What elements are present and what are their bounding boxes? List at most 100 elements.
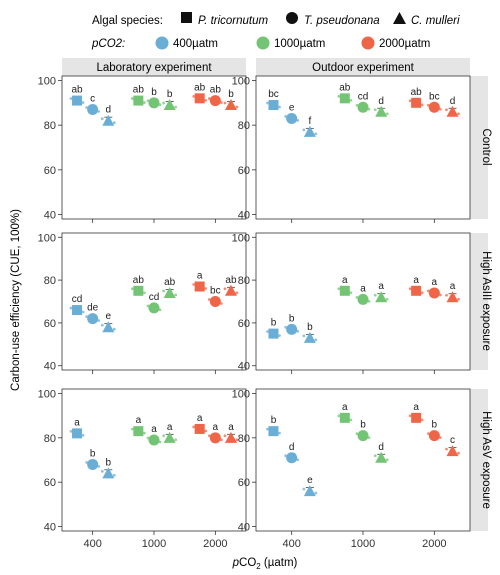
- column-strip: [256, 58, 470, 76]
- mean-point: [446, 105, 459, 117]
- significance-letter: a: [74, 417, 80, 428]
- mean-point: [224, 431, 237, 443]
- mean-point: [148, 97, 160, 109]
- significance-letter: e: [106, 311, 112, 322]
- replicate-point: [130, 287, 134, 291]
- significance-letter: b: [90, 448, 96, 459]
- significance-letter: a: [136, 415, 142, 426]
- mean-point: [268, 426, 279, 437]
- triangle-marker-icon: [393, 12, 406, 24]
- mean-point: [375, 105, 388, 117]
- replicate-point: [314, 338, 318, 342]
- replicate-point: [142, 101, 146, 104]
- row-strip: [470, 76, 488, 219]
- y-tick-label: 80: [238, 433, 250, 445]
- significance-letter: a: [413, 402, 419, 413]
- significance-letter: a: [151, 424, 157, 435]
- mean-point: [224, 99, 237, 111]
- mean-point: [339, 285, 350, 296]
- mean-point: [303, 125, 316, 137]
- y-tick-label: 40: [44, 361, 56, 373]
- replicate-point: [142, 431, 146, 435]
- mean-point: [224, 284, 237, 296]
- species-legend-label: T. pseudonana: [304, 15, 380, 27]
- mean-point: [102, 114, 115, 126]
- y-tick-label: 80: [44, 120, 56, 132]
- significance-letter: b: [271, 318, 277, 329]
- replicate-point: [235, 291, 239, 295]
- significance-letter: cd: [358, 91, 369, 102]
- mean-point: [102, 467, 115, 479]
- mean-point: [411, 285, 422, 296]
- replicate-point: [235, 438, 239, 442]
- y-tick-label: 80: [238, 120, 250, 132]
- y-tick-label: 80: [238, 275, 250, 287]
- mean-point: [428, 430, 440, 442]
- y-tick-label: 100: [38, 232, 56, 244]
- significance-letter: e: [307, 475, 313, 486]
- mean-point: [87, 313, 99, 325]
- significance-letter: de: [87, 303, 99, 314]
- significance-letter: c: [450, 435, 455, 446]
- significance-letter: a: [450, 281, 456, 292]
- significance-letter: bc: [268, 89, 279, 100]
- species-legend-title: Algal species:: [92, 15, 163, 27]
- replicate-point: [69, 429, 73, 433]
- significance-letter: a: [197, 271, 203, 282]
- pco2-legend-label: 1000µatm: [274, 38, 325, 50]
- y-tick-label: 100: [38, 75, 56, 87]
- replicate-point: [174, 438, 178, 442]
- significance-letter: a: [197, 413, 203, 424]
- mean-point: [133, 95, 144, 106]
- mean-point: [209, 432, 221, 444]
- significance-letter: b: [167, 89, 173, 100]
- significance-letter: ab: [133, 275, 145, 286]
- significance-letter: a: [342, 275, 348, 286]
- mean-point: [194, 281, 205, 292]
- row-title: High AsIII exposure: [480, 251, 492, 351]
- panel: 40 60 80 100 400 1000 2000 b d e a b d a b c: [232, 388, 471, 550]
- replicate-point: [162, 101, 166, 105]
- significance-letter: d: [450, 96, 456, 107]
- pco2-legend-swatch: [155, 36, 169, 50]
- significance-letter: b: [151, 87, 157, 98]
- y-tick-label: 100: [38, 388, 56, 400]
- replicate-point: [302, 487, 306, 491]
- replicate-point: [266, 427, 269, 431]
- replicate-point: [174, 105, 178, 109]
- replicate-point: [69, 97, 73, 100]
- x-tick-label: 2000: [422, 538, 446, 550]
- replicate-point: [302, 334, 306, 338]
- significance-letter: b: [289, 313, 295, 324]
- significance-letter: ab: [411, 87, 423, 98]
- significance-letter: a: [213, 422, 219, 433]
- replicate-point: [100, 323, 104, 327]
- replicate-point: [100, 469, 104, 473]
- replicate-point: [445, 447, 448, 451]
- mean-point: [72, 305, 83, 316]
- mean-point: [163, 431, 176, 443]
- significance-letter: ab: [164, 277, 176, 288]
- mean-point: [411, 97, 422, 108]
- y-tick-label: 40: [238, 361, 250, 373]
- significance-letter: b: [307, 322, 313, 333]
- significance-letter: a: [360, 283, 366, 294]
- x-tick-label: 1000: [142, 538, 166, 550]
- mean-point: [72, 428, 83, 439]
- replicate-point: [408, 414, 412, 418]
- mean-point: [268, 100, 279, 111]
- significance-letter: ab: [210, 85, 222, 96]
- mean-point: [209, 296, 221, 307]
- replicate-point: [385, 297, 389, 301]
- mean-point: [133, 285, 144, 296]
- mean-point: [148, 434, 160, 446]
- replicate-point: [349, 418, 353, 422]
- replicate-point: [112, 327, 116, 331]
- y-tick-label: 60: [238, 165, 250, 177]
- replicate-point: [162, 289, 166, 293]
- significance-letter: d: [106, 105, 112, 116]
- significance-letter: b: [228, 89, 234, 100]
- mean-point: [194, 423, 205, 434]
